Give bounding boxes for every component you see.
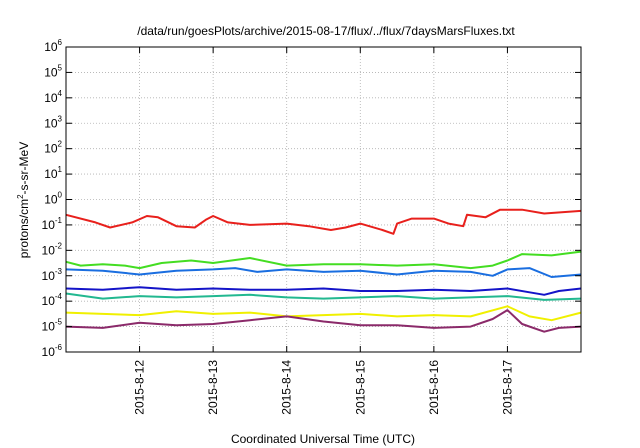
y-tick-label: 10-5 (42, 318, 63, 334)
series-line-5 (65, 292, 582, 301)
series-line-6 (65, 305, 582, 322)
y-axis-label: protons/cm2-s-sr-MeV (16, 142, 31, 258)
y-tick-label: 103 (44, 114, 62, 130)
series-group (65, 208, 582, 333)
y-tick-label: 104 (44, 89, 62, 105)
x-tick-label: 2015-8-12 (133, 360, 147, 415)
series-line-4 (65, 286, 582, 296)
x-tick-label: 2015-8-14 (280, 360, 294, 415)
y-tick-label: 102 (44, 140, 62, 156)
y-tick-label: 106 (44, 38, 62, 54)
grid (66, 47, 581, 352)
y-tick-label: 100 (44, 191, 62, 207)
y-tick-label: 10-6 (42, 343, 63, 359)
y-axis: 10-6 10-5 10-4 10-3 10-2 10-1 100 101 102 103 104 1… (42, 38, 581, 359)
series-line-3 (65, 267, 582, 278)
x-tick-label: 2015-8-13 (206, 360, 220, 415)
y-tick-label: 10-2 (42, 241, 63, 257)
x-tick-label: 2015-8-15 (353, 360, 367, 415)
plot-frame (65, 46, 582, 353)
y-tick-label: 10-4 (42, 292, 63, 308)
x-axis-label: Coordinated Universal Time (UTC) (231, 432, 415, 446)
series-line-1 (65, 208, 582, 235)
y-tick-label: 10-1 (42, 216, 63, 232)
series-line-7 (65, 309, 582, 333)
y-tick-label: 105 (44, 63, 62, 79)
y-tick-label: 10-3 (42, 267, 63, 283)
x-tick-label: 2015-8-17 (500, 360, 514, 415)
y-tick-label: 101 (44, 165, 62, 181)
series-line-2 (65, 250, 582, 270)
chart-title: /data/run/goesPlots/archive/2015-08-17/f… (137, 24, 515, 38)
x-tick-label: 2015-8-16 (427, 360, 441, 415)
x-axis: 2015-8-12 2015-8-13 2015-8-14 2015-8-15 2015… (133, 47, 514, 415)
